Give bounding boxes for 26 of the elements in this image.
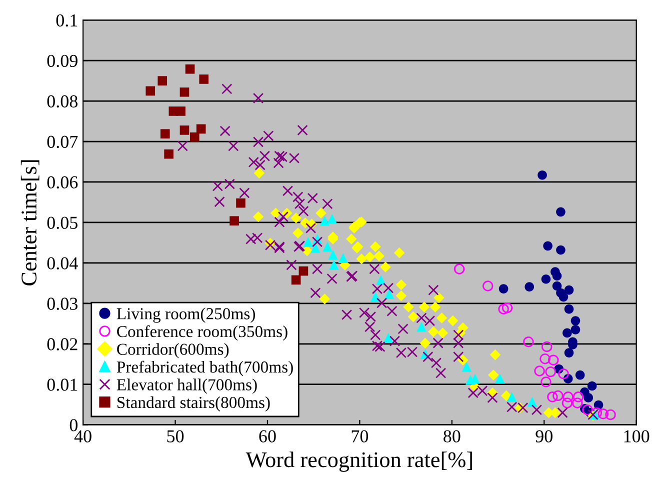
legend-label: Prefabricated bath(700ms) [116, 360, 293, 376]
y-axis-title: Center time[s] [20, 160, 40, 286]
legend-label: Living room(250ms) [116, 308, 255, 323]
y-tick-label: 0.01 [47, 378, 78, 391]
legend-label: Elevator hall(700ms) [116, 378, 257, 394]
y-tick-label: 0.1 [56, 14, 78, 27]
y-tick-label: 0.08 [47, 95, 78, 108]
y-tick-label: 0.02 [47, 338, 78, 350]
x-tick-label: 80 [444, 430, 460, 442]
x-tick-label: 100 [624, 430, 650, 442]
y-tick-label: 0.09 [47, 54, 78, 68]
y-tick-label: 0.07 [47, 136, 78, 148]
x-axis-title: Word recognition rate[%] [246, 452, 472, 472]
x-tick-label: 60 [259, 430, 276, 442]
x-tick-label: 50 [167, 430, 184, 442]
legend-label: Standard stairs(800ms) [118, 396, 270, 412]
x-tick-label: 90 [536, 430, 552, 442]
y-tick-label: 0.03 [47, 298, 78, 310]
x-tick-label: 40 [74, 430, 92, 442]
y-tick-label: 0 [70, 419, 78, 432]
y-tick-label: 0.05 [47, 216, 78, 229]
y-tick-label: 0.04 [47, 257, 78, 270]
x-tick-label: 70 [352, 430, 368, 442]
y-tick-label: 0.06 [47, 176, 78, 189]
legend-label: Conference room(350ms) [117, 325, 288, 341]
legend-label: Corridor(600ms) [117, 343, 229, 358]
